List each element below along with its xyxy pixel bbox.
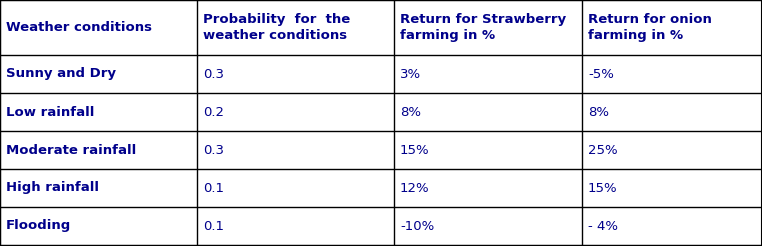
Text: Weather conditions: Weather conditions [6,21,152,34]
Text: 15%: 15% [400,143,430,156]
Text: 8%: 8% [400,106,421,119]
Text: 15%: 15% [588,182,618,195]
Text: -5%: -5% [588,67,614,80]
Text: Moderate rainfall: Moderate rainfall [6,143,136,156]
Text: - 4%: - 4% [588,219,618,232]
Text: Low rainfall: Low rainfall [6,106,94,119]
Text: 0.1: 0.1 [203,219,224,232]
Text: 3%: 3% [400,67,421,80]
Text: 25%: 25% [588,143,618,156]
Text: Probability  for  the
weather conditions: Probability for the weather conditions [203,13,351,42]
Text: High rainfall: High rainfall [6,182,99,195]
Text: 0.3: 0.3 [203,67,224,80]
Text: 8%: 8% [588,106,609,119]
Text: Sunny and Dry: Sunny and Dry [6,67,116,80]
Text: -10%: -10% [400,219,434,232]
Text: Return for onion
farming in %: Return for onion farming in % [588,13,712,42]
Text: 0.3: 0.3 [203,143,224,156]
Text: Return for Strawberry
farming in %: Return for Strawberry farming in % [400,13,566,42]
Text: 0.2: 0.2 [203,106,224,119]
Text: 12%: 12% [400,182,430,195]
Text: 0.1: 0.1 [203,182,224,195]
Text: Flooding: Flooding [6,219,72,232]
